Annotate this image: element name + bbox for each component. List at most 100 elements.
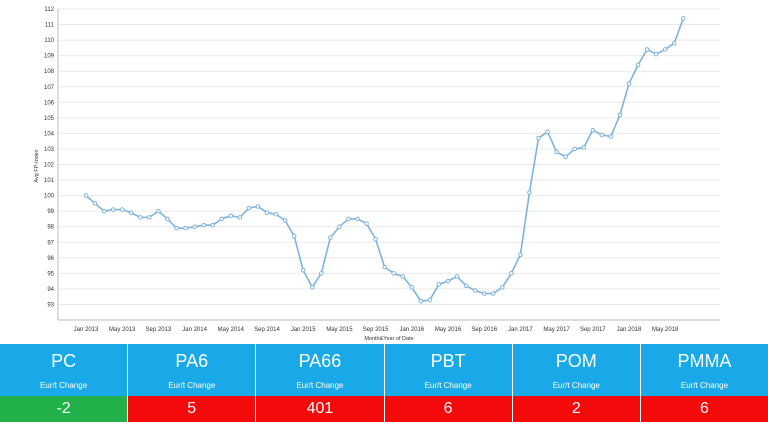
polymer-name: PA66	[298, 351, 342, 371]
data-point	[490, 291, 496, 296]
data-point	[681, 16, 686, 21]
data-point	[662, 47, 668, 52]
y-tick-label: 97	[47, 240, 54, 246]
table-column-pc: PC Eur/t Change -2	[0, 344, 129, 422]
data-point	[138, 215, 143, 220]
data-point	[337, 224, 342, 229]
data-point	[156, 208, 161, 214]
data-point	[635, 62, 641, 68]
series-line	[85, 18, 685, 303]
data-point	[92, 201, 98, 206]
data-point	[427, 297, 433, 303]
table-column-pmma: PMMA Eur/t Change 6	[640, 344, 768, 422]
table-column-pa66: PA66 Eur/t Change 401	[256, 344, 385, 422]
line-chart: 93 94 95 96 97 98 99 100 101 102 103 104 105 106 107 10…	[34, 7, 720, 342]
data-point	[255, 204, 261, 209]
change-value-cell: 2	[512, 396, 640, 422]
y-tick-label: 109	[44, 54, 55, 60]
data-point	[617, 112, 623, 118]
data-point	[527, 190, 532, 195]
x-tick-label: May 2017	[543, 327, 570, 333]
data-point	[174, 225, 179, 231]
y-tick-label: 95	[47, 271, 54, 277]
x-tick-label: Sep 2014	[254, 327, 280, 333]
grid-lines	[57, 8, 720, 321]
data-point	[273, 211, 279, 217]
data-point	[608, 134, 614, 139]
data-point	[192, 224, 197, 229]
data-point	[165, 216, 170, 222]
data-point	[264, 210, 270, 215]
x-tick-label: May 2013	[109, 327, 136, 333]
x-tick-label: Jan 2018	[617, 327, 642, 333]
data-point	[418, 299, 424, 304]
unit-label: Eur/t Change	[552, 381, 600, 390]
x-tick-label: Sep 2016	[471, 327, 497, 333]
data-point	[554, 149, 559, 155]
data-point	[400, 274, 406, 279]
y-tick-label: 94	[47, 287, 54, 293]
x-tick-label: Jan 2013	[74, 327, 99, 333]
data-point	[409, 285, 415, 290]
data-point	[300, 267, 306, 273]
data-point	[246, 205, 252, 211]
x-axis-label: Month&Year of Date	[364, 336, 413, 342]
data-point	[328, 235, 333, 240]
unit-label: Eur/t Change	[40, 381, 88, 390]
data-point	[237, 215, 243, 220]
y-tick-label: 112	[44, 7, 54, 13]
data-point	[445, 278, 451, 284]
x-tick-label: Sep 2013	[146, 327, 172, 333]
data-point	[653, 51, 659, 57]
data-point	[572, 146, 578, 152]
data-points	[83, 16, 686, 304]
column-header: PMMA Eur/t Change	[640, 344, 768, 396]
data-point	[590, 127, 596, 133]
table-column-pom: POM Eur/t Change 2	[512, 344, 641, 422]
polymer-name: PC	[51, 351, 77, 371]
change-value-cell: 6	[640, 396, 768, 422]
polymer-name: PMMA	[677, 351, 732, 371]
y-tick-label: 108	[44, 69, 55, 75]
data-point	[183, 225, 188, 231]
data-point	[644, 47, 650, 52]
data-point	[563, 154, 568, 160]
data-point	[83, 193, 89, 198]
x-tick-label: May 2015	[326, 327, 353, 333]
polymer-name: POM	[555, 351, 597, 371]
change-value-cell: 6	[384, 396, 512, 422]
y-tick-label: 101	[44, 178, 55, 184]
data-point	[210, 222, 215, 228]
data-point	[536, 135, 541, 141]
x-tick-label: May 2016	[435, 327, 462, 333]
data-point	[282, 218, 288, 223]
data-point	[463, 283, 469, 289]
data-point	[481, 291, 487, 296]
column-header: PBT Eur/t Change	[384, 344, 512, 396]
column-header: PA66 Eur/t Change	[256, 344, 384, 396]
data-point	[219, 216, 225, 222]
y-tick-label: 104	[44, 131, 55, 137]
x-tick-label: Jan 2017	[508, 327, 533, 333]
y-tick-label: 110	[44, 38, 54, 44]
change-value-cell: 5	[128, 396, 256, 422]
x-tick-label: May 2014	[218, 327, 245, 333]
unit-label: Eur/t Change	[296, 381, 344, 390]
y-tick-label: 102	[44, 163, 55, 169]
column-header: PA6 Eur/t Change	[128, 344, 256, 396]
polymer-name: PA6	[175, 351, 209, 371]
y-tick-label: 107	[44, 85, 55, 91]
polymer-name: PBT	[430, 351, 466, 371]
data-point	[671, 40, 677, 46]
data-point	[581, 145, 587, 150]
data-point	[436, 281, 442, 287]
data-point	[382, 264, 387, 270]
table-column-pbt: PBT Eur/t Change 6	[384, 344, 513, 422]
polymer-change-table: PC Eur/t Change -2 PA6 Eur/t Change 5 PA…	[0, 344, 768, 422]
data-point	[373, 236, 378, 242]
unit-label: Eur/t Change	[424, 381, 472, 390]
table-column-pa6: PA6 Eur/t Change 5	[128, 344, 257, 422]
x-tick-label: Sep 2015	[363, 327, 389, 333]
data-point	[128, 210, 134, 215]
data-point	[119, 207, 125, 212]
